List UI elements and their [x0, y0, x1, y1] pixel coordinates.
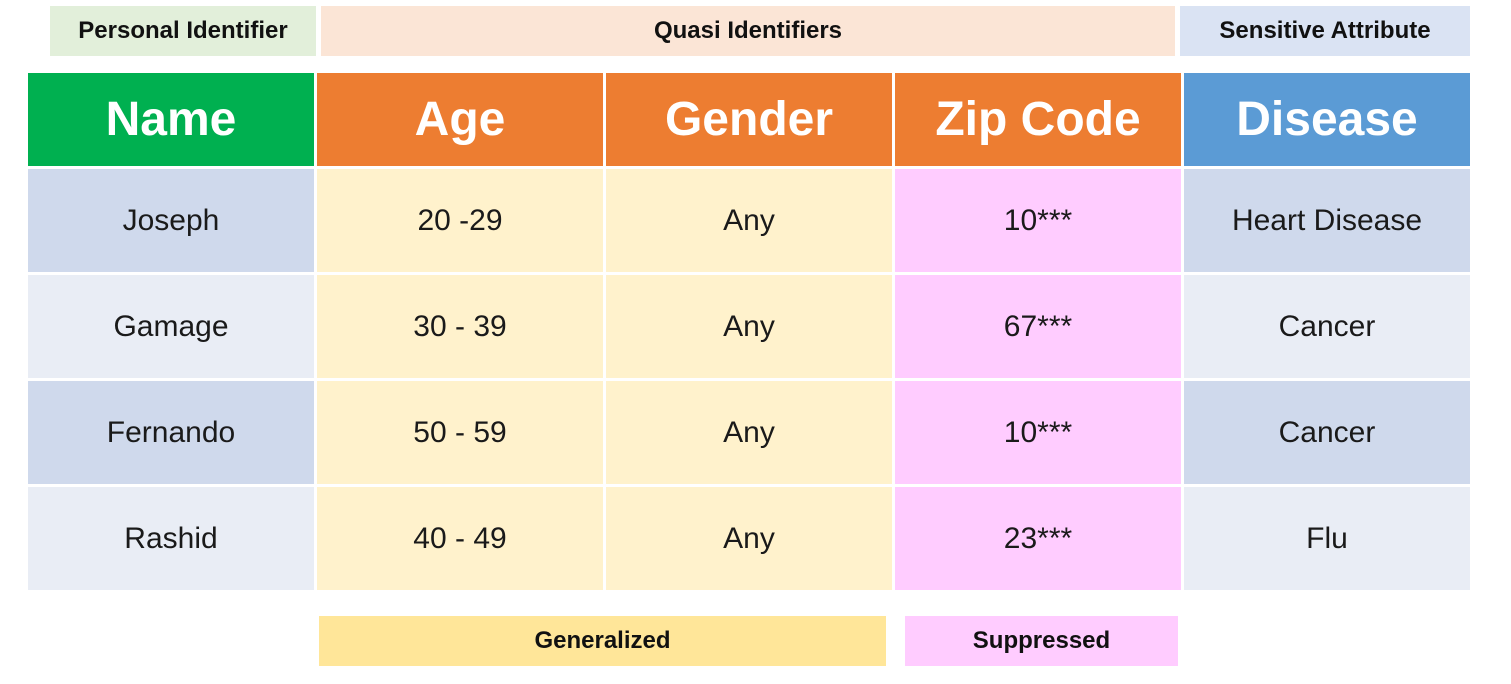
- header-disease: Disease: [1181, 70, 1473, 169]
- table-row: Gamage 30 - 39 Any 67*** Cancer: [25, 272, 1473, 381]
- anonymized-data-table: Name Age Gender Zip Code Disease Joseph …: [25, 70, 1473, 593]
- cell-age: 20 -29: [314, 166, 606, 275]
- cell-gender: Any: [603, 166, 895, 275]
- cell-disease: Cancer: [1181, 378, 1473, 487]
- header-age: Age: [314, 70, 606, 169]
- personal-identifier-label: Personal Identifier: [50, 6, 316, 56]
- cell-gender: Any: [603, 272, 895, 381]
- cell-name: Joseph: [25, 166, 317, 275]
- cell-disease: Heart Disease: [1181, 166, 1473, 275]
- cell-name: Fernando: [25, 378, 317, 487]
- table-row: Joseph 20 -29 Any 10*** Heart Disease: [25, 166, 1473, 275]
- cell-age: 30 - 39: [314, 272, 606, 381]
- cell-zip-code: 10***: [892, 378, 1184, 487]
- cell-gender: Any: [603, 378, 895, 487]
- generalized-legend: Generalized: [319, 616, 886, 666]
- sensitive-attribute-label: Sensitive Attribute: [1180, 6, 1470, 56]
- header-row: Name Age Gender Zip Code Disease: [25, 70, 1473, 169]
- quasi-identifiers-label: Quasi Identifiers: [321, 6, 1175, 56]
- cell-zip-code: 10***: [892, 166, 1184, 275]
- cell-disease: Cancer: [1181, 272, 1473, 381]
- header-gender: Gender: [603, 70, 895, 169]
- cell-zip-code: 23***: [892, 484, 1184, 593]
- cell-name: Gamage: [25, 272, 317, 381]
- suppressed-legend: Suppressed: [905, 616, 1178, 666]
- cell-zip-code: 67***: [892, 272, 1184, 381]
- cell-gender: Any: [603, 484, 895, 593]
- header-name: Name: [25, 70, 317, 169]
- cell-age: 50 - 59: [314, 378, 606, 487]
- cell-name: Rashid: [25, 484, 317, 593]
- cell-disease: Flu: [1181, 484, 1473, 593]
- cell-age: 40 - 49: [314, 484, 606, 593]
- table-row: Rashid 40 - 49 Any 23*** Flu: [25, 484, 1473, 593]
- header-zip-code: Zip Code: [892, 70, 1184, 169]
- table-row: Fernando 50 - 59 Any 10*** Cancer: [25, 378, 1473, 487]
